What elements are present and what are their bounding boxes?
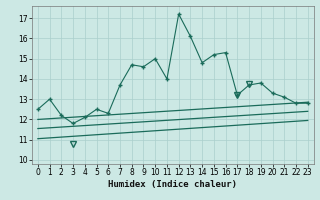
X-axis label: Humidex (Indice chaleur): Humidex (Indice chaleur) bbox=[108, 180, 237, 189]
